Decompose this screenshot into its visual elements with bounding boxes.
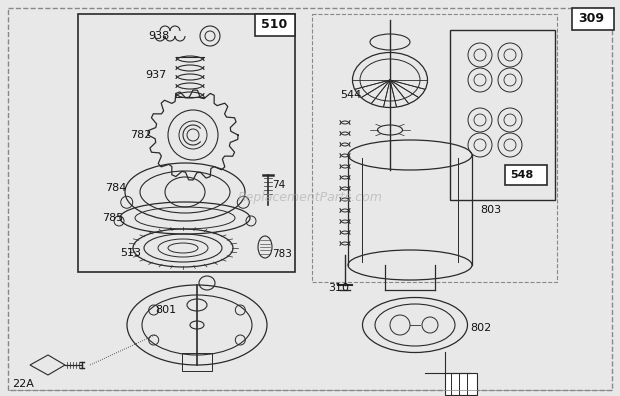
- Text: 785: 785: [102, 213, 123, 223]
- Bar: [312, 14, 557, 282]
- Text: 937: 937: [145, 70, 166, 80]
- Bar: [572, 8, 614, 30]
- Text: 513: 513: [120, 248, 141, 258]
- Text: 803: 803: [480, 205, 501, 215]
- Text: 544: 544: [340, 90, 361, 100]
- Text: 782: 782: [130, 130, 151, 140]
- Text: 510: 510: [261, 19, 287, 32]
- Text: 784: 784: [105, 183, 126, 193]
- Text: 22A: 22A: [12, 379, 34, 389]
- Bar: [182, 353, 212, 371]
- Bar: [255, 14, 295, 36]
- Text: 309: 309: [578, 13, 604, 25]
- Text: 548: 548: [510, 170, 533, 180]
- Bar: [445, 373, 477, 395]
- Text: 310: 310: [328, 283, 349, 293]
- Text: 802: 802: [470, 323, 491, 333]
- Bar: [78, 14, 295, 272]
- Text: ReplacementParts.com: ReplacementParts.com: [237, 192, 383, 204]
- Text: 801: 801: [155, 305, 176, 315]
- Text: 938: 938: [148, 31, 169, 41]
- Bar: [450, 30, 555, 200]
- Text: 74: 74: [272, 180, 285, 190]
- Bar: [505, 165, 547, 185]
- Text: 783: 783: [272, 249, 292, 259]
